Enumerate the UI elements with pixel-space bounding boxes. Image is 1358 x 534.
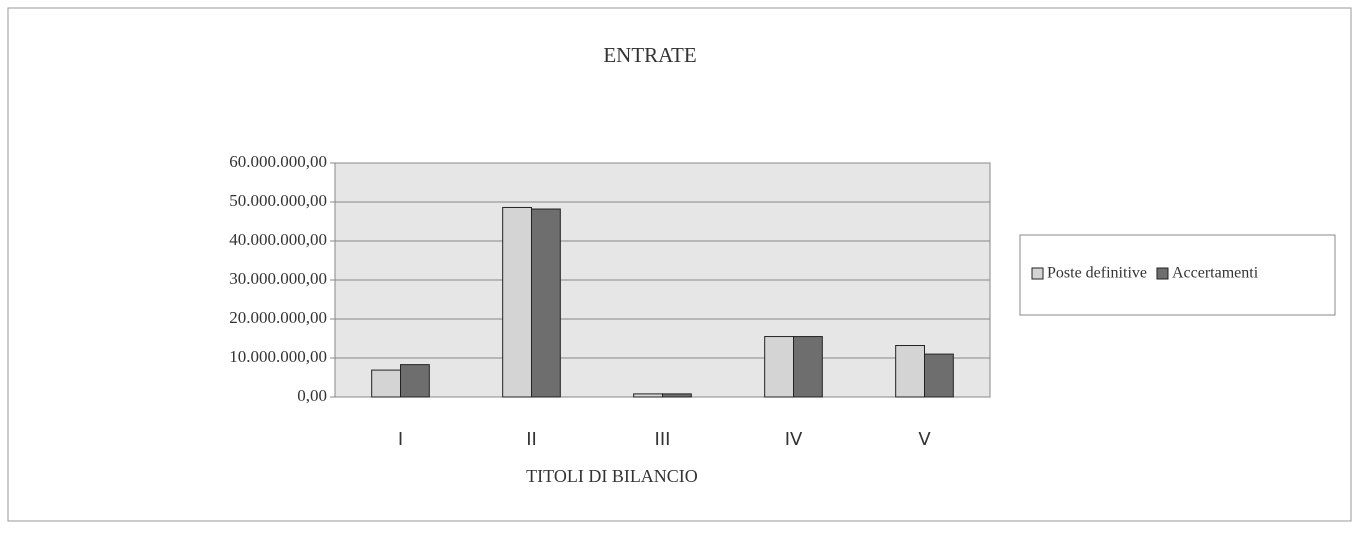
bar: [531, 208, 561, 398]
legend: [1019, 234, 1336, 316]
legend-label: Accertamenti: [1172, 265, 1259, 282]
y-tick-label: 60.000.000,00: [229, 152, 327, 171]
x-axis-title: TITOLI DI BILANCIO: [526, 466, 698, 486]
x-tick-label: III: [655, 429, 671, 450]
y-tick-label: 10.000.000,00: [229, 347, 327, 366]
bar: [371, 369, 401, 398]
bar: [400, 364, 430, 398]
bar: [633, 393, 663, 398]
x-tick-label: V: [918, 429, 931, 450]
x-tick-label: IV: [785, 429, 803, 450]
bar: [793, 336, 823, 398]
bar: [895, 345, 925, 398]
y-tick-label: 0,00: [297, 386, 327, 405]
x-tick-label: I: [398, 429, 403, 450]
chart-title: ENTRATE: [603, 43, 696, 67]
y-tick-label: 50.000.000,00: [229, 191, 327, 210]
legend-swatch: [1156, 267, 1169, 280]
x-tick-label: II: [526, 429, 537, 450]
bar: [924, 353, 954, 398]
bar: [502, 206, 532, 398]
bar: [764, 336, 794, 398]
legend-swatch: [1031, 267, 1044, 280]
y-tick-label: 30.000.000,00: [229, 269, 327, 288]
legend-label: Poste definitive: [1047, 265, 1147, 282]
bar: [662, 393, 692, 398]
y-tick-label: 20.000.000,00: [229, 308, 327, 327]
y-tick-label: 40.000.000,00: [229, 230, 327, 249]
